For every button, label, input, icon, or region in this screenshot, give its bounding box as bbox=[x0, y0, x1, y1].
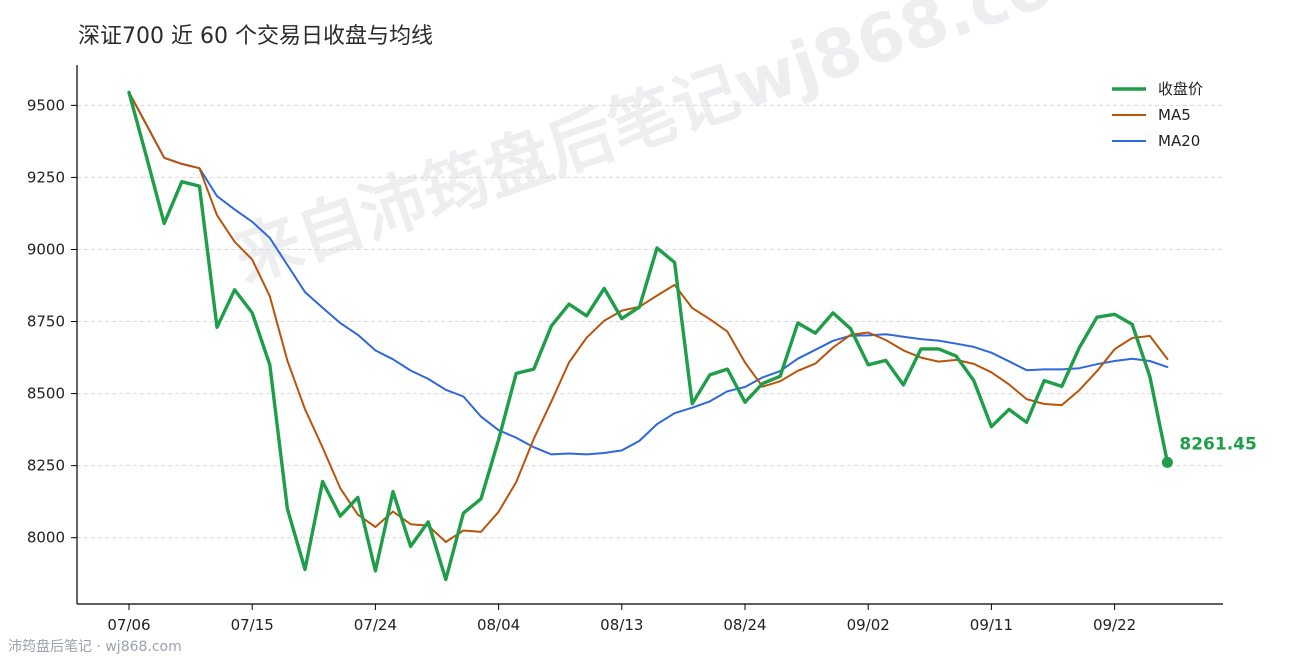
x-tick-label: 08/13 bbox=[600, 616, 643, 634]
y-tick-label: 9250 bbox=[27, 168, 65, 186]
x-tick-label: 07/15 bbox=[231, 616, 274, 634]
legend-label-ma5: MA5 bbox=[1158, 106, 1191, 124]
y-tick-label: 8500 bbox=[27, 385, 65, 403]
y-tick-label: 9000 bbox=[27, 240, 65, 258]
x-tick-label: 07/24 bbox=[354, 616, 397, 634]
grid-lines bbox=[77, 104, 1223, 539]
x-tick-label: 09/11 bbox=[970, 616, 1013, 634]
chart-legend: 收盘价 MA5 MA20 bbox=[1112, 80, 1203, 150]
x-tick-label: 07/06 bbox=[107, 616, 150, 634]
series-line-ma5 bbox=[128, 91, 1169, 543]
end-point-label: 8261.45 bbox=[1179, 434, 1256, 454]
x-tick-label: 09/22 bbox=[1093, 616, 1136, 634]
x-tick-label: 08/04 bbox=[477, 616, 520, 634]
footer-credit: 沛筠盘后笔记 · wj868.com bbox=[8, 639, 182, 655]
chart-title: 深证700 近 60 个交易日收盘与均线 bbox=[78, 24, 433, 49]
y-tick-label: 8000 bbox=[27, 529, 65, 547]
x-tick-label: 08/24 bbox=[723, 616, 766, 634]
tick-labels: 8000 8250 8500 8750 9000 9250 9500 07/06 07/15 07… bbox=[27, 96, 1257, 634]
y-tick-label: 9500 bbox=[27, 96, 65, 114]
legend-label-close: 收盘价 bbox=[1158, 80, 1203, 98]
legend-label-ma20: MA20 bbox=[1158, 132, 1200, 150]
y-tick-label: 8250 bbox=[27, 457, 65, 475]
y-tick-label: 8750 bbox=[27, 313, 65, 331]
chart-axes bbox=[71, 65, 1223, 610]
series-line-ma20 bbox=[128, 91, 1169, 456]
series-lines bbox=[127, 90, 1173, 582]
series-line-close bbox=[127, 90, 1170, 582]
end-point-marker bbox=[1161, 456, 1173, 468]
x-tick-label: 09/02 bbox=[847, 616, 890, 634]
